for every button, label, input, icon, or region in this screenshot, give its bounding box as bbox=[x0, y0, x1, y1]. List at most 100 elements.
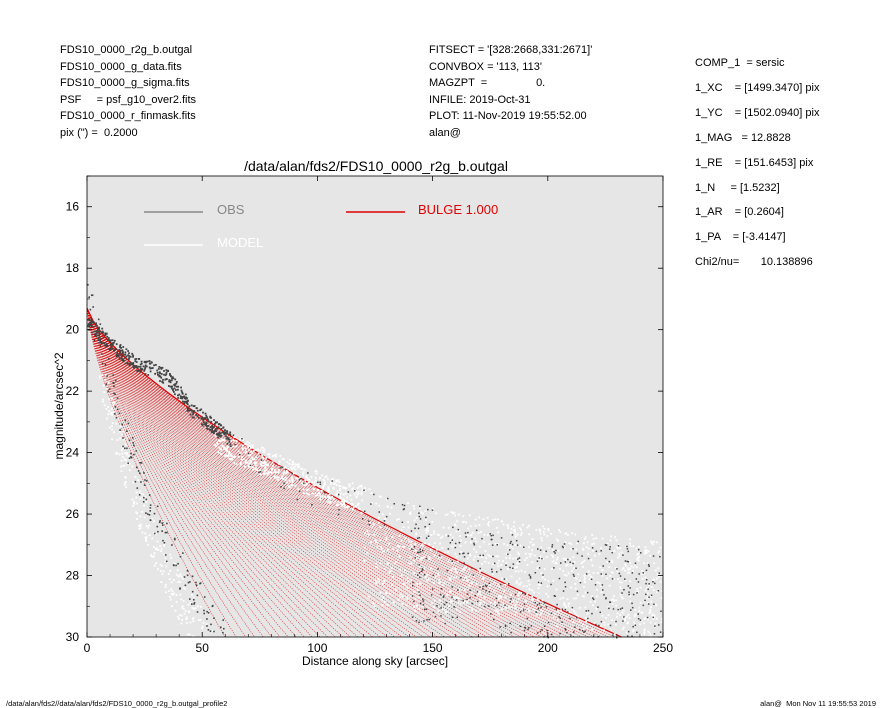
obs-point bbox=[403, 504, 406, 507]
model-point bbox=[466, 579, 469, 582]
model-point bbox=[560, 608, 563, 611]
model-point bbox=[343, 503, 346, 505]
model-point bbox=[252, 468, 255, 471]
model-point bbox=[387, 562, 389, 565]
model-point bbox=[330, 478, 333, 481]
obs-point bbox=[612, 634, 614, 636]
obs-point bbox=[132, 442, 134, 444]
model-point bbox=[211, 629, 214, 632]
obs-point bbox=[383, 520, 386, 522]
obs-point bbox=[139, 363, 142, 366]
model-point bbox=[181, 614, 183, 617]
model-point bbox=[506, 582, 509, 585]
model-point bbox=[144, 532, 147, 535]
model-point bbox=[478, 590, 481, 593]
model-point bbox=[500, 608, 503, 611]
obs-point bbox=[101, 331, 104, 334]
model-point bbox=[545, 592, 548, 595]
model-point bbox=[494, 518, 497, 521]
obs-point bbox=[201, 416, 203, 419]
model-point bbox=[376, 546, 379, 549]
obs-point bbox=[573, 575, 575, 577]
model-point bbox=[638, 610, 641, 612]
model-point bbox=[470, 606, 473, 609]
model-point bbox=[591, 577, 594, 580]
model-point bbox=[104, 379, 107, 381]
model-point bbox=[134, 475, 137, 478]
obs-point bbox=[112, 374, 114, 376]
model-point bbox=[451, 536, 454, 539]
obs-point bbox=[102, 336, 105, 339]
model-point bbox=[329, 481, 332, 483]
obs-point bbox=[659, 556, 661, 558]
obs-point bbox=[617, 545, 620, 547]
model-point bbox=[381, 598, 383, 601]
obs-point bbox=[540, 606, 542, 609]
model-point bbox=[340, 492, 342, 495]
model-point bbox=[540, 609, 542, 611]
obs-point bbox=[378, 511, 380, 513]
model-point bbox=[409, 513, 411, 515]
model-point bbox=[285, 479, 287, 481]
obs-point bbox=[576, 590, 579, 593]
obs-point bbox=[587, 617, 589, 620]
model-point bbox=[537, 583, 540, 586]
obs-point bbox=[174, 383, 176, 386]
x-tick-label: 0 bbox=[84, 641, 91, 655]
obs-point bbox=[210, 420, 213, 423]
model-point bbox=[131, 465, 134, 468]
model-point bbox=[449, 533, 452, 536]
model-point bbox=[241, 448, 244, 451]
model-point bbox=[447, 526, 450, 529]
model-point bbox=[432, 507, 434, 510]
model-point bbox=[430, 567, 432, 570]
model-point bbox=[654, 569, 657, 572]
obs-point bbox=[89, 308, 92, 311]
model-point bbox=[440, 556, 443, 558]
model-point bbox=[517, 598, 520, 600]
model-point bbox=[443, 551, 446, 554]
model-point bbox=[647, 618, 649, 621]
model-point bbox=[306, 482, 309, 485]
model-point bbox=[510, 546, 512, 548]
obs-point bbox=[98, 326, 100, 329]
obs-point bbox=[134, 358, 137, 361]
obs-point bbox=[179, 397, 182, 399]
model-point bbox=[495, 555, 497, 558]
model-point bbox=[477, 555, 480, 558]
model-point bbox=[588, 574, 591, 577]
model-point bbox=[516, 601, 518, 603]
model-point bbox=[187, 603, 190, 606]
model-point bbox=[653, 540, 655, 543]
obs-point bbox=[599, 611, 601, 614]
model-point bbox=[327, 494, 330, 497]
model-point bbox=[584, 591, 587, 594]
obs-point bbox=[180, 389, 183, 392]
model-point bbox=[455, 596, 458, 599]
obs-point bbox=[419, 551, 422, 553]
obs-point bbox=[536, 604, 539, 606]
model-point bbox=[263, 469, 266, 472]
model-point bbox=[462, 579, 465, 581]
obs-point bbox=[98, 334, 101, 337]
obs-point bbox=[602, 589, 604, 591]
obs-point bbox=[189, 409, 191, 412]
obs-point bbox=[159, 375, 162, 378]
model-point bbox=[489, 601, 492, 604]
obs-point bbox=[410, 530, 413, 532]
model-point bbox=[573, 560, 576, 563]
model-point bbox=[230, 458, 233, 461]
obs-point bbox=[216, 432, 219, 435]
obs-point bbox=[132, 366, 135, 369]
obs-point bbox=[635, 578, 638, 580]
model-point bbox=[496, 610, 499, 613]
obs-point bbox=[482, 585, 484, 588]
model-point bbox=[271, 468, 273, 471]
model-point bbox=[170, 593, 173, 595]
model-point bbox=[128, 469, 131, 471]
obs-point bbox=[216, 421, 218, 424]
model-point bbox=[197, 605, 199, 608]
obs-point bbox=[146, 360, 149, 363]
model-point bbox=[613, 600, 615, 602]
model-point bbox=[334, 482, 336, 485]
